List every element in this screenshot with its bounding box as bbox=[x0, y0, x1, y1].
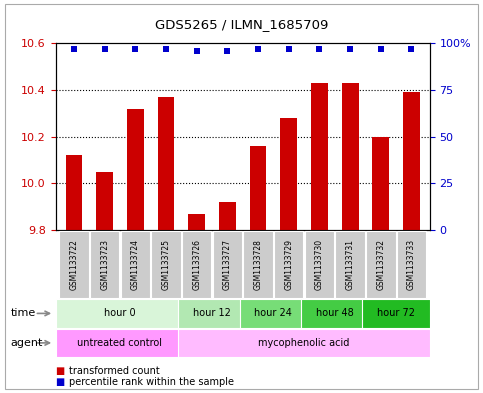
Bar bbox=[243, 231, 273, 298]
Bar bbox=[219, 202, 236, 230]
Point bbox=[254, 46, 262, 52]
Bar bbox=[305, 231, 334, 298]
Point bbox=[377, 46, 384, 52]
Text: hour 0: hour 0 bbox=[104, 309, 136, 318]
Text: hour 72: hour 72 bbox=[377, 309, 415, 318]
Text: GSM1133727: GSM1133727 bbox=[223, 239, 232, 290]
Bar bbox=[151, 231, 181, 298]
Bar bbox=[188, 213, 205, 230]
Bar bbox=[121, 231, 150, 298]
Bar bbox=[274, 231, 303, 298]
Text: GDS5265 / ILMN_1685709: GDS5265 / ILMN_1685709 bbox=[155, 18, 328, 31]
Bar bbox=[250, 146, 267, 230]
Bar bbox=[127, 108, 144, 230]
Bar bbox=[397, 231, 426, 298]
Text: GSM1133732: GSM1133732 bbox=[376, 239, 385, 290]
Text: ■: ■ bbox=[56, 366, 65, 376]
Text: ■: ■ bbox=[56, 377, 65, 387]
Bar bbox=[182, 231, 212, 298]
Bar bbox=[178, 329, 430, 357]
Point bbox=[193, 48, 200, 54]
Text: percentile rank within the sample: percentile rank within the sample bbox=[69, 377, 234, 387]
Bar bbox=[213, 231, 242, 298]
Bar bbox=[56, 329, 185, 357]
Bar bbox=[311, 83, 328, 230]
Point bbox=[131, 46, 139, 52]
Text: time: time bbox=[11, 309, 36, 318]
Text: GSM1133726: GSM1133726 bbox=[192, 239, 201, 290]
Text: GSM1133728: GSM1133728 bbox=[254, 239, 263, 290]
Text: GSM1133729: GSM1133729 bbox=[284, 239, 293, 290]
Bar bbox=[96, 172, 113, 230]
Bar bbox=[90, 231, 119, 298]
Point bbox=[101, 46, 109, 52]
Text: GSM1133733: GSM1133733 bbox=[407, 239, 416, 290]
Text: GSM1133730: GSM1133730 bbox=[315, 239, 324, 290]
Point bbox=[408, 46, 415, 52]
Bar bbox=[280, 118, 297, 230]
Bar bbox=[335, 231, 365, 298]
Text: GSM1133725: GSM1133725 bbox=[161, 239, 170, 290]
Bar bbox=[56, 299, 185, 328]
Bar bbox=[66, 155, 83, 230]
Text: hour 12: hour 12 bbox=[193, 309, 231, 318]
Text: agent: agent bbox=[11, 338, 43, 348]
Point bbox=[285, 46, 293, 52]
Text: GSM1133722: GSM1133722 bbox=[70, 239, 78, 290]
Bar bbox=[366, 231, 396, 298]
Text: mycophenolic acid: mycophenolic acid bbox=[258, 338, 350, 348]
Point bbox=[162, 46, 170, 52]
Text: transformed count: transformed count bbox=[69, 366, 160, 376]
Text: GSM1133724: GSM1133724 bbox=[131, 239, 140, 290]
Point bbox=[224, 48, 231, 54]
Text: GSM1133723: GSM1133723 bbox=[100, 239, 109, 290]
Bar bbox=[178, 299, 246, 328]
Text: hour 24: hour 24 bbox=[255, 309, 292, 318]
Bar bbox=[372, 136, 389, 230]
Point bbox=[315, 46, 323, 52]
Bar bbox=[59, 231, 89, 298]
Point bbox=[346, 46, 354, 52]
Text: hour 48: hour 48 bbox=[316, 309, 354, 318]
Bar bbox=[341, 83, 358, 230]
Bar bbox=[362, 299, 430, 328]
Point bbox=[70, 46, 78, 52]
Bar bbox=[403, 92, 420, 230]
Text: GSM1133731: GSM1133731 bbox=[346, 239, 355, 290]
Text: untreated control: untreated control bbox=[77, 338, 162, 348]
Bar bbox=[301, 299, 369, 328]
Bar bbox=[157, 97, 174, 230]
Bar bbox=[240, 299, 307, 328]
